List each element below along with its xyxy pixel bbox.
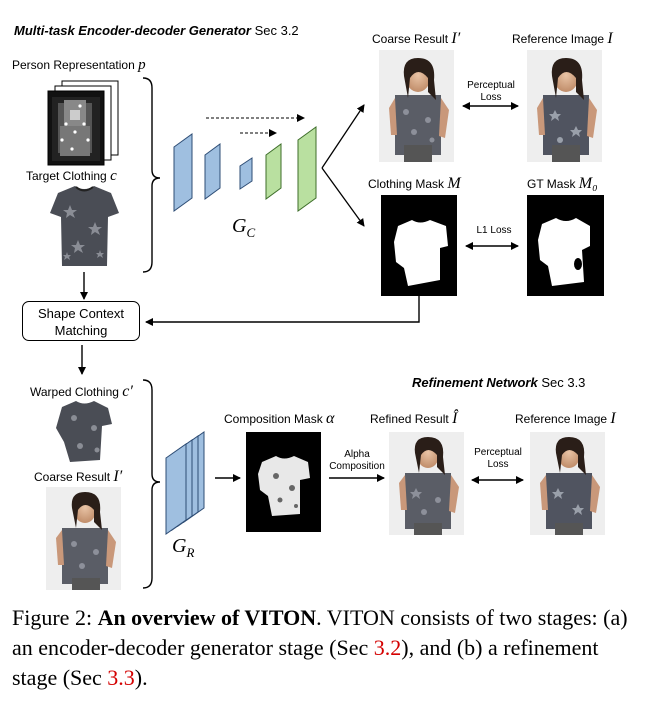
reference-image-text-bottom: Reference Image [515,412,608,426]
gr-label-main: G [172,535,187,557]
target-clothing-image [50,186,119,266]
coarse-result-label-top: Coarse Result I′ [372,30,460,48]
shape-context-matching-box: Shape Context Matching [22,301,140,341]
target-clothing-text: Target Clothing [26,169,107,183]
warped-clothing-symbol: c′ [122,383,133,400]
caption-prefix: Figure 2: [12,605,98,630]
coarse-result-text-bottom: Coarse Result [34,470,111,484]
encoder-decoder-title: Multi-task Encoder-decoder Generator Sec… [14,23,299,38]
perceptual-loss-label-top: Perceptual Loss [467,80,515,103]
clothing-mask-text: Clothing Mask [368,177,445,191]
target-clothing-label: Target Clothing c [26,168,117,185]
refinement-network-sec-ref: Sec 3.3 [541,375,586,390]
target-clothing-symbol: c [110,168,117,184]
coarse-result-text-top: Coarse Result [372,32,449,46]
person-representation-label: Person Representation p [12,57,146,74]
coarse-result-symbol-top: I′ [451,30,461,47]
caption-ref-3-3[interactable]: 3.3 [107,665,135,690]
gr-label-sub: R [186,545,195,560]
alpha-composition-label: Alpha Composition [329,449,385,472]
figure-caption: Figure 2: An overview of VITON. VITON co… [12,603,637,693]
refined-result-symbol: Î [452,410,458,427]
perceptual-loss-label-bottom: Perceptual Loss [474,447,522,470]
clothing-mask-symbol: M [447,175,461,192]
warped-clothing-text: Warped Clothing [30,385,119,399]
input-brace-top [142,77,161,273]
gr-label: GR [172,535,194,561]
reference-image-symbol-top: I [607,30,613,47]
caption-text-1: . VITON consists of two stages: (a) an e… [12,605,628,660]
generator-gr-network [165,431,205,535]
reference-image-photo-bottom [530,432,605,535]
reference-image-text-top: Reference Image [512,32,605,46]
gt-mask-symbol: M₀ [578,175,598,192]
generator-gc-network [173,114,317,212]
person-representation-text: Person Representation [12,58,135,72]
input-brace-bottom [142,379,161,589]
composition-mask-symbol: α [326,410,335,427]
gt-mask-image [527,195,604,296]
refinement-network-title: Refinement Network Sec 3.3 [412,375,585,390]
refined-result-photo [389,432,464,535]
composition-mask-image [246,432,321,532]
coarse-result-photo-bottom [46,487,121,590]
composition-mask-text: Composition Mask [224,412,323,426]
gc-label: GC [232,215,255,241]
encoder-decoder-title-text: Multi-task Encoder-decoder Generator [14,23,251,38]
reference-image-label-bottom: Reference Image I [515,410,616,428]
gc-label-sub: C [246,225,256,240]
warped-clothing-image [56,401,112,462]
caption-bold: An overview of VITON [97,605,317,630]
gt-mask-label: GT Mask M₀ [527,175,598,193]
person-representation-symbol: p [138,57,146,73]
l1-loss-label: L1 Loss [476,225,512,236]
person-representation-maps [47,80,119,166]
reference-image-photo-top [527,50,602,162]
reference-image-symbol-bottom: I [610,410,616,427]
reference-image-label-top: Reference Image I [512,30,613,48]
coarse-result-label-bottom: Coarse Result I′ [34,468,122,486]
clothing-mask-image [381,195,457,296]
clothing-mask-label: Clothing Mask M [368,175,461,193]
refined-result-label: Refined Result Î [370,410,457,428]
refined-result-text: Refined Result [370,412,449,426]
coarse-result-photo-top [379,50,454,162]
caption-text-3: ). [134,665,148,690]
encoder-decoder-sec-ref: Sec 3.2 [254,23,299,38]
refinement-network-title-text: Refinement Network [412,375,538,390]
gt-mask-text: GT Mask [527,177,576,191]
composition-mask-label: Composition Mask α [224,410,334,428]
warped-clothing-label: Warped Clothing c′ [30,383,133,401]
caption-text-2: ), and (b) a refinement stage (Sec [12,635,599,690]
caption-ref-3-2[interactable]: 3.2 [373,635,402,660]
gc-label-main: G [232,215,247,237]
coarse-result-symbol-bottom: I′ [113,468,123,485]
